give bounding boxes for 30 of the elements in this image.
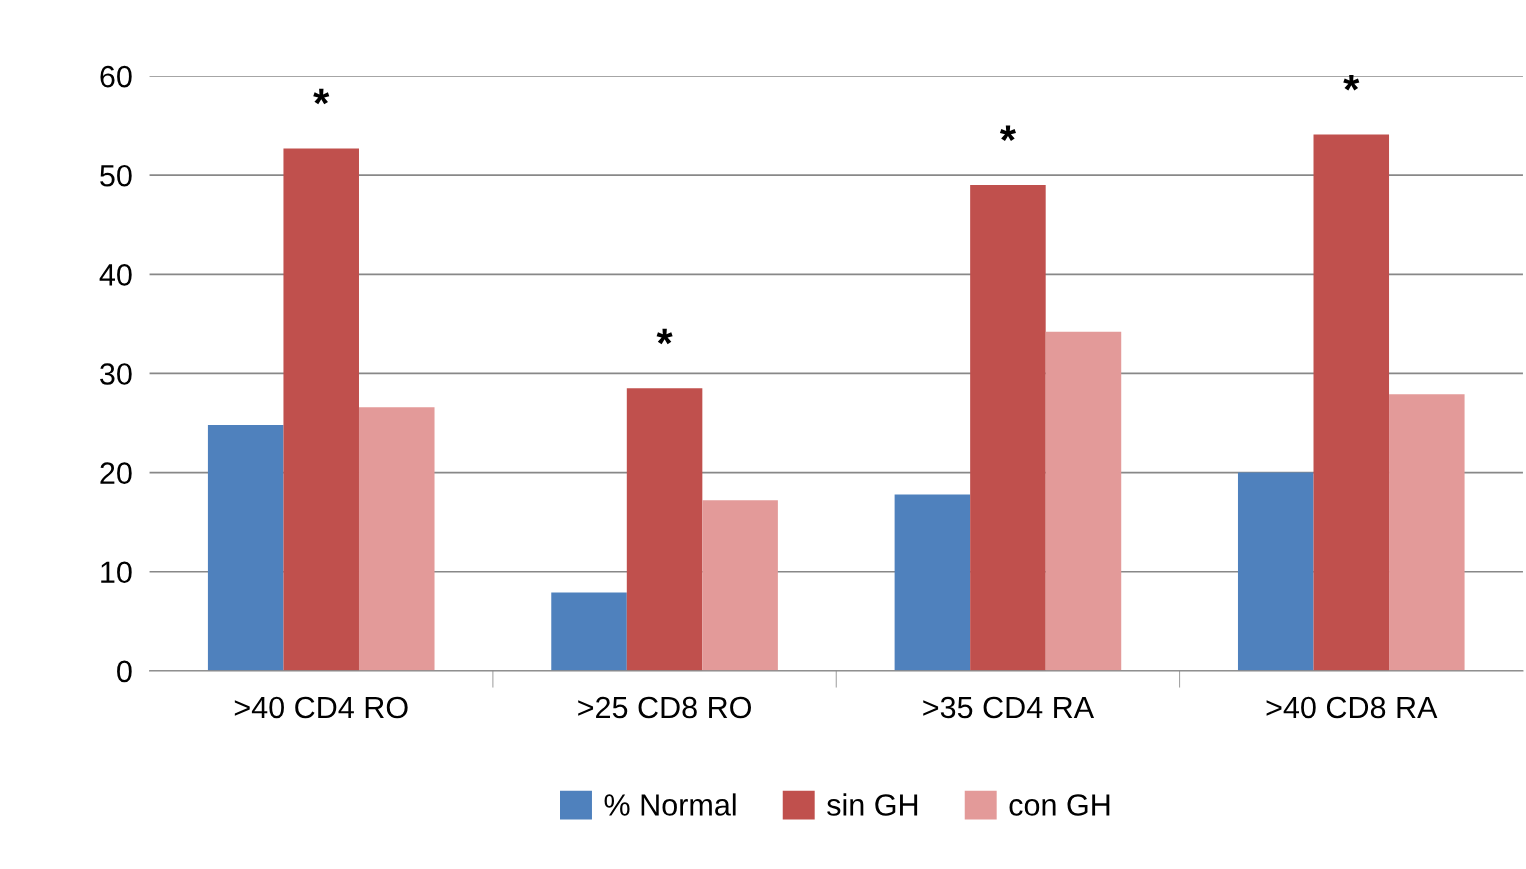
bar: [626, 388, 703, 671]
legend-label: con GH: [1009, 794, 1110, 816]
bar: [1237, 472, 1314, 671]
y-tick-label: 30: [100, 363, 132, 385]
annotation: *: [656, 328, 673, 345]
x-tick-label: >40 CD8 RA: [1266, 696, 1438, 719]
annotation: *: [1343, 74, 1360, 91]
bar: [358, 407, 435, 671]
y-tick-label: 40: [99, 264, 132, 286]
y-tick-label: 60: [100, 65, 132, 88]
bar: [1045, 331, 1122, 671]
bar: [551, 592, 627, 671]
annotation: *: [999, 125, 1016, 142]
x-tick-label: >25 CD8 RO: [578, 696, 751, 719]
legend-label: sin GH: [827, 793, 918, 816]
y-tick-label: 20: [100, 462, 132, 484]
y-tick-label: 0: [117, 660, 132, 683]
y-tick-label: 10: [101, 561, 132, 584]
bar: [702, 500, 778, 671]
y-tick-label: 50: [100, 164, 132, 187]
bar: [283, 148, 359, 671]
annotation: *: [313, 88, 330, 105]
bar: [894, 494, 971, 671]
legend-label: % Normal: [604, 793, 736, 816]
x-tick-label: >40 CD4 RO: [234, 696, 408, 719]
bar: [970, 185, 1046, 671]
bar: [207, 425, 284, 671]
x-tick-label: >35 CD4 RA: [923, 696, 1095, 719]
bar: [1313, 134, 1390, 671]
bar: [1389, 394, 1465, 671]
